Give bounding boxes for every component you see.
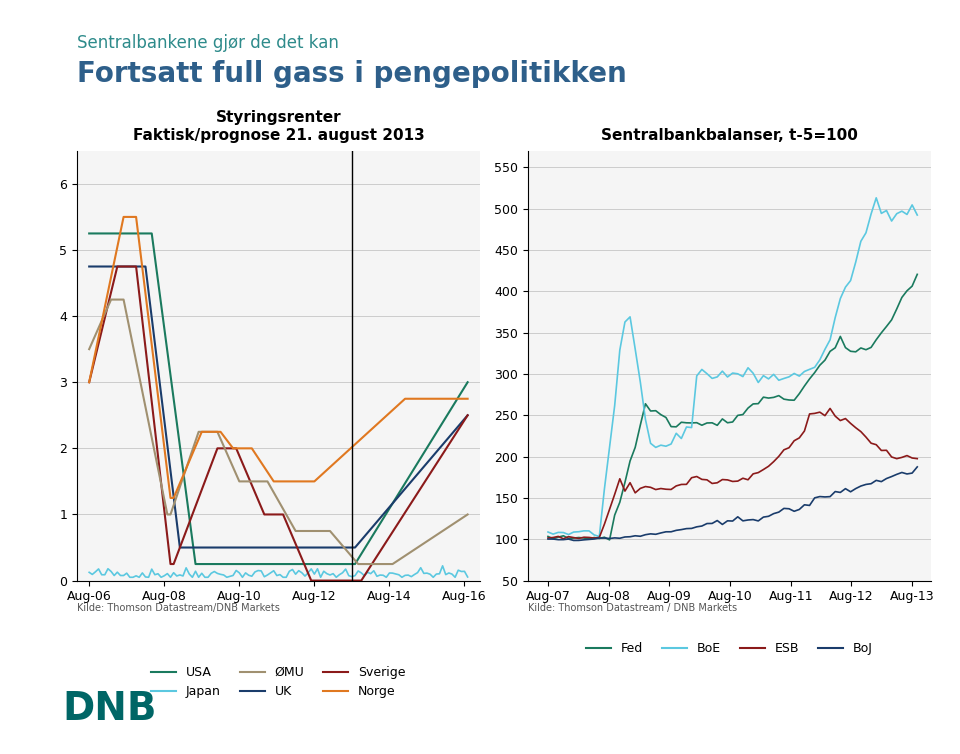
Text: Sentralbankene gjør de det kan: Sentralbankene gjør de det kan	[77, 34, 339, 52]
Text: DNB: DNB	[62, 690, 156, 728]
Text: Kilde: Thomson Datastream / DNB Markets: Kilde: Thomson Datastream / DNB Markets	[528, 602, 737, 613]
Text: Fortsatt full gass i pengepolitikken: Fortsatt full gass i pengepolitikken	[77, 60, 627, 88]
Title: Sentralbankbalanser, t-5=100: Sentralbankbalanser, t-5=100	[601, 127, 858, 143]
Legend: USA, Japan, ØMU, UK, Sverige, Norge: USA, Japan, ØMU, UK, Sverige, Norge	[146, 661, 411, 703]
Title: Styringsrenter
Faktisk/prognose 21. august 2013: Styringsrenter Faktisk/prognose 21. augu…	[132, 110, 424, 143]
Legend: Fed, BoE, ESB, BoJ: Fed, BoE, ESB, BoJ	[581, 637, 878, 661]
Text: Kilde: Thomson Datastream/DNB Markets: Kilde: Thomson Datastream/DNB Markets	[77, 602, 279, 613]
